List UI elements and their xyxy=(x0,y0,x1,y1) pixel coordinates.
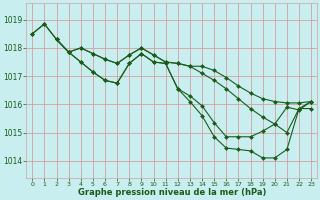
X-axis label: Graphe pression niveau de la mer (hPa): Graphe pression niveau de la mer (hPa) xyxy=(77,188,266,197)
